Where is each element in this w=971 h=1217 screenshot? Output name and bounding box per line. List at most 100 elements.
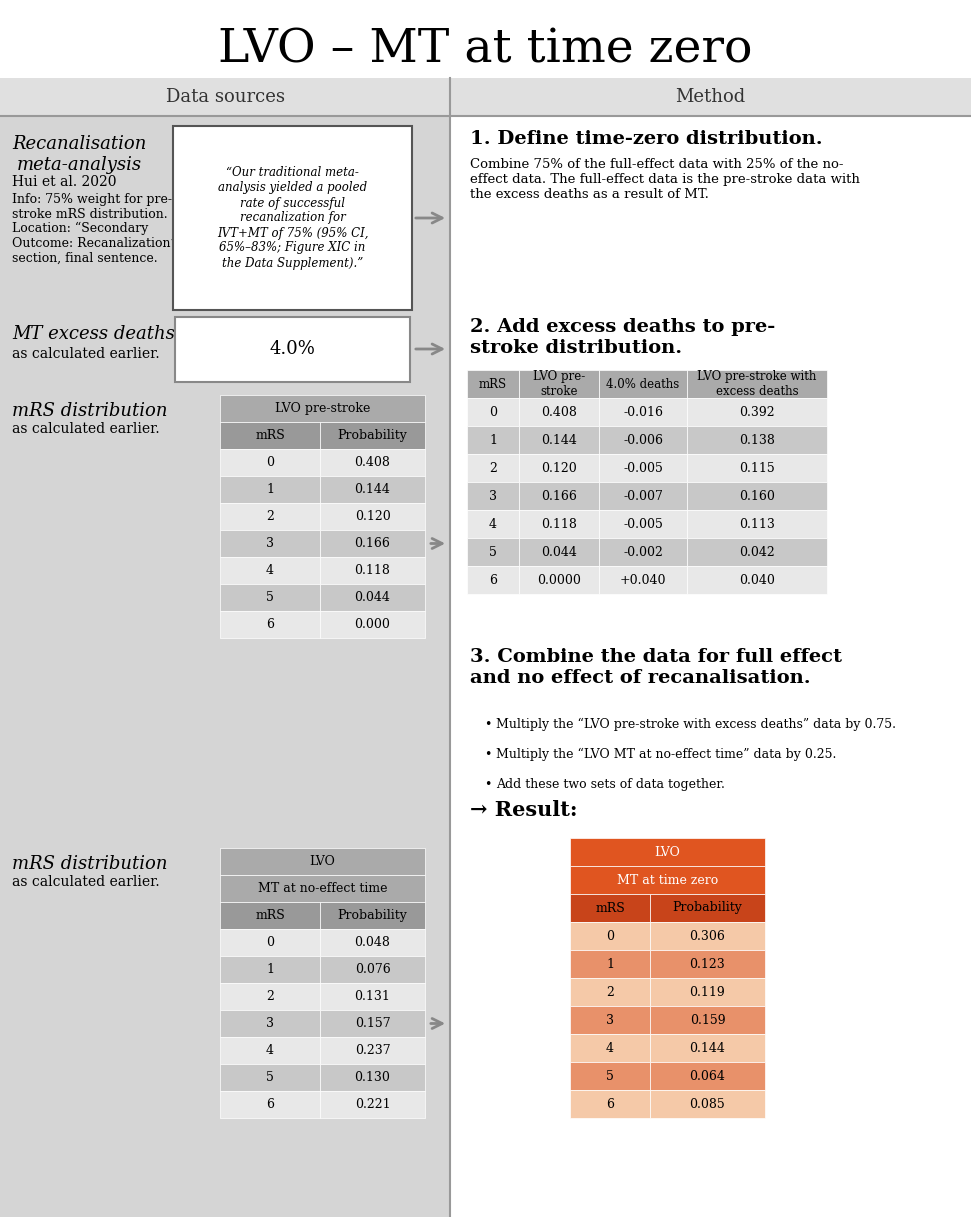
Text: 4: 4 [266,1044,274,1058]
Bar [220,902,320,929]
Bar [650,1034,765,1062]
Text: -0.007: -0.007 [623,489,663,503]
Bar [320,1064,425,1090]
FancyArrowPatch shape [416,213,442,223]
Text: •: • [485,748,491,761]
Text: Combine 75% of the full-effect data with 25% of the no-
effect data. The full-ef: Combine 75% of the full-effect data with… [470,158,860,201]
Text: 0.000: 0.000 [354,618,390,630]
Bar [599,370,687,398]
Bar [570,950,650,978]
Text: 1. Define time-zero distribution.: 1. Define time-zero distribution. [470,130,822,148]
Text: 1: 1 [266,963,274,976]
Bar [467,482,519,510]
Bar [687,510,827,538]
Bar [320,1010,425,1037]
Bar [320,529,425,557]
Bar [570,978,650,1006]
Bar [519,398,599,426]
Bar [519,426,599,454]
Text: 2: 2 [266,989,274,1003]
Text: 0.119: 0.119 [689,986,725,998]
Text: 5: 5 [606,1070,614,1082]
Text: mRS distribution: mRS distribution [12,856,168,873]
Text: 0.044: 0.044 [541,545,577,559]
Text: 2. Add excess deaths to pre-
stroke distribution.: 2. Add excess deaths to pre- stroke dist… [470,318,775,357]
Text: Location: “Secondary
Outcome: Recanalization”
section, final sentence.: Location: “Secondary Outcome: Recanaliza… [12,221,177,265]
Bar [519,370,599,398]
Text: LVO pre-stroke: LVO pre-stroke [275,402,370,415]
Text: 0.131: 0.131 [354,989,390,1003]
Bar [320,584,425,611]
Text: 5: 5 [266,591,274,604]
Bar [650,978,765,1006]
Text: mRS: mRS [595,902,625,914]
Text: 2: 2 [489,461,497,475]
Text: “Our traditional meta-
analysis yielded a pooled
rate of successful
recanalizati: “Our traditional meta- analysis yielded … [217,167,368,269]
Text: 0: 0 [266,456,274,469]
Bar [220,1037,320,1064]
Text: 6: 6 [606,1098,614,1110]
Text: as calculated earlier.: as calculated earlier. [12,422,159,436]
Text: MT excess deaths: MT excess deaths [12,325,175,343]
Text: 3: 3 [266,1017,274,1030]
Bar [220,875,425,902]
Text: 2: 2 [606,986,614,998]
Text: Recanalisation
meta-analysis: Recanalisation meta-analysis [12,135,147,174]
Bar [467,426,519,454]
Bar [220,1010,320,1037]
Text: 4: 4 [266,563,274,577]
Text: 0.166: 0.166 [541,489,577,503]
Text: 0.157: 0.157 [354,1017,390,1030]
Bar [220,503,320,529]
Text: 0.064: 0.064 [689,1070,725,1082]
Bar [220,848,425,875]
Text: -0.002: -0.002 [623,545,663,559]
Bar [320,957,425,983]
Text: 0.118: 0.118 [541,517,577,531]
Bar [320,449,425,476]
Text: as calculated earlier.: as calculated earlier. [12,347,159,361]
Bar [570,1090,650,1118]
Text: LVO pre-
stroke: LVO pre- stroke [533,370,586,398]
Bar [599,426,687,454]
Bar [687,454,827,482]
FancyArrowPatch shape [416,344,442,354]
Bar [320,476,425,503]
Bar [570,1006,650,1034]
Bar [650,1006,765,1034]
Text: 0.166: 0.166 [354,537,390,550]
Bar [467,454,519,482]
Text: •: • [485,718,491,731]
Text: → Result:: → Result: [470,800,578,820]
Bar [320,557,425,584]
Text: 6: 6 [266,1098,274,1111]
Text: LVO pre-stroke with
excess deaths: LVO pre-stroke with excess deaths [697,370,817,398]
Text: 0.044: 0.044 [354,591,390,604]
FancyArrowPatch shape [431,1019,442,1028]
Text: 0.144: 0.144 [354,483,390,497]
Bar [570,867,765,894]
Text: 0.040: 0.040 [739,573,775,587]
Text: 0.123: 0.123 [689,958,725,970]
Text: Multiply the “LVO pre-stroke with excess deaths” data by 0.75.: Multiply the “LVO pre-stroke with excess… [496,718,896,731]
Text: 0.138: 0.138 [739,433,775,447]
Text: 3: 3 [489,489,497,503]
Bar [519,538,599,566]
Text: 1: 1 [266,483,274,497]
Bar [519,454,599,482]
Text: Probability: Probability [338,430,408,442]
Bar [599,538,687,566]
Text: 0.144: 0.144 [689,1042,725,1054]
Bar [687,538,827,566]
Bar [320,983,425,1010]
Bar [220,929,320,957]
Text: 0.130: 0.130 [354,1071,390,1084]
Bar [467,398,519,426]
Bar [220,449,320,476]
Text: 2: 2 [266,510,274,523]
Text: -0.005: -0.005 [623,461,663,475]
Bar [320,1090,425,1118]
Bar [467,566,519,594]
Text: 0.408: 0.408 [354,456,390,469]
Bar [220,476,320,503]
